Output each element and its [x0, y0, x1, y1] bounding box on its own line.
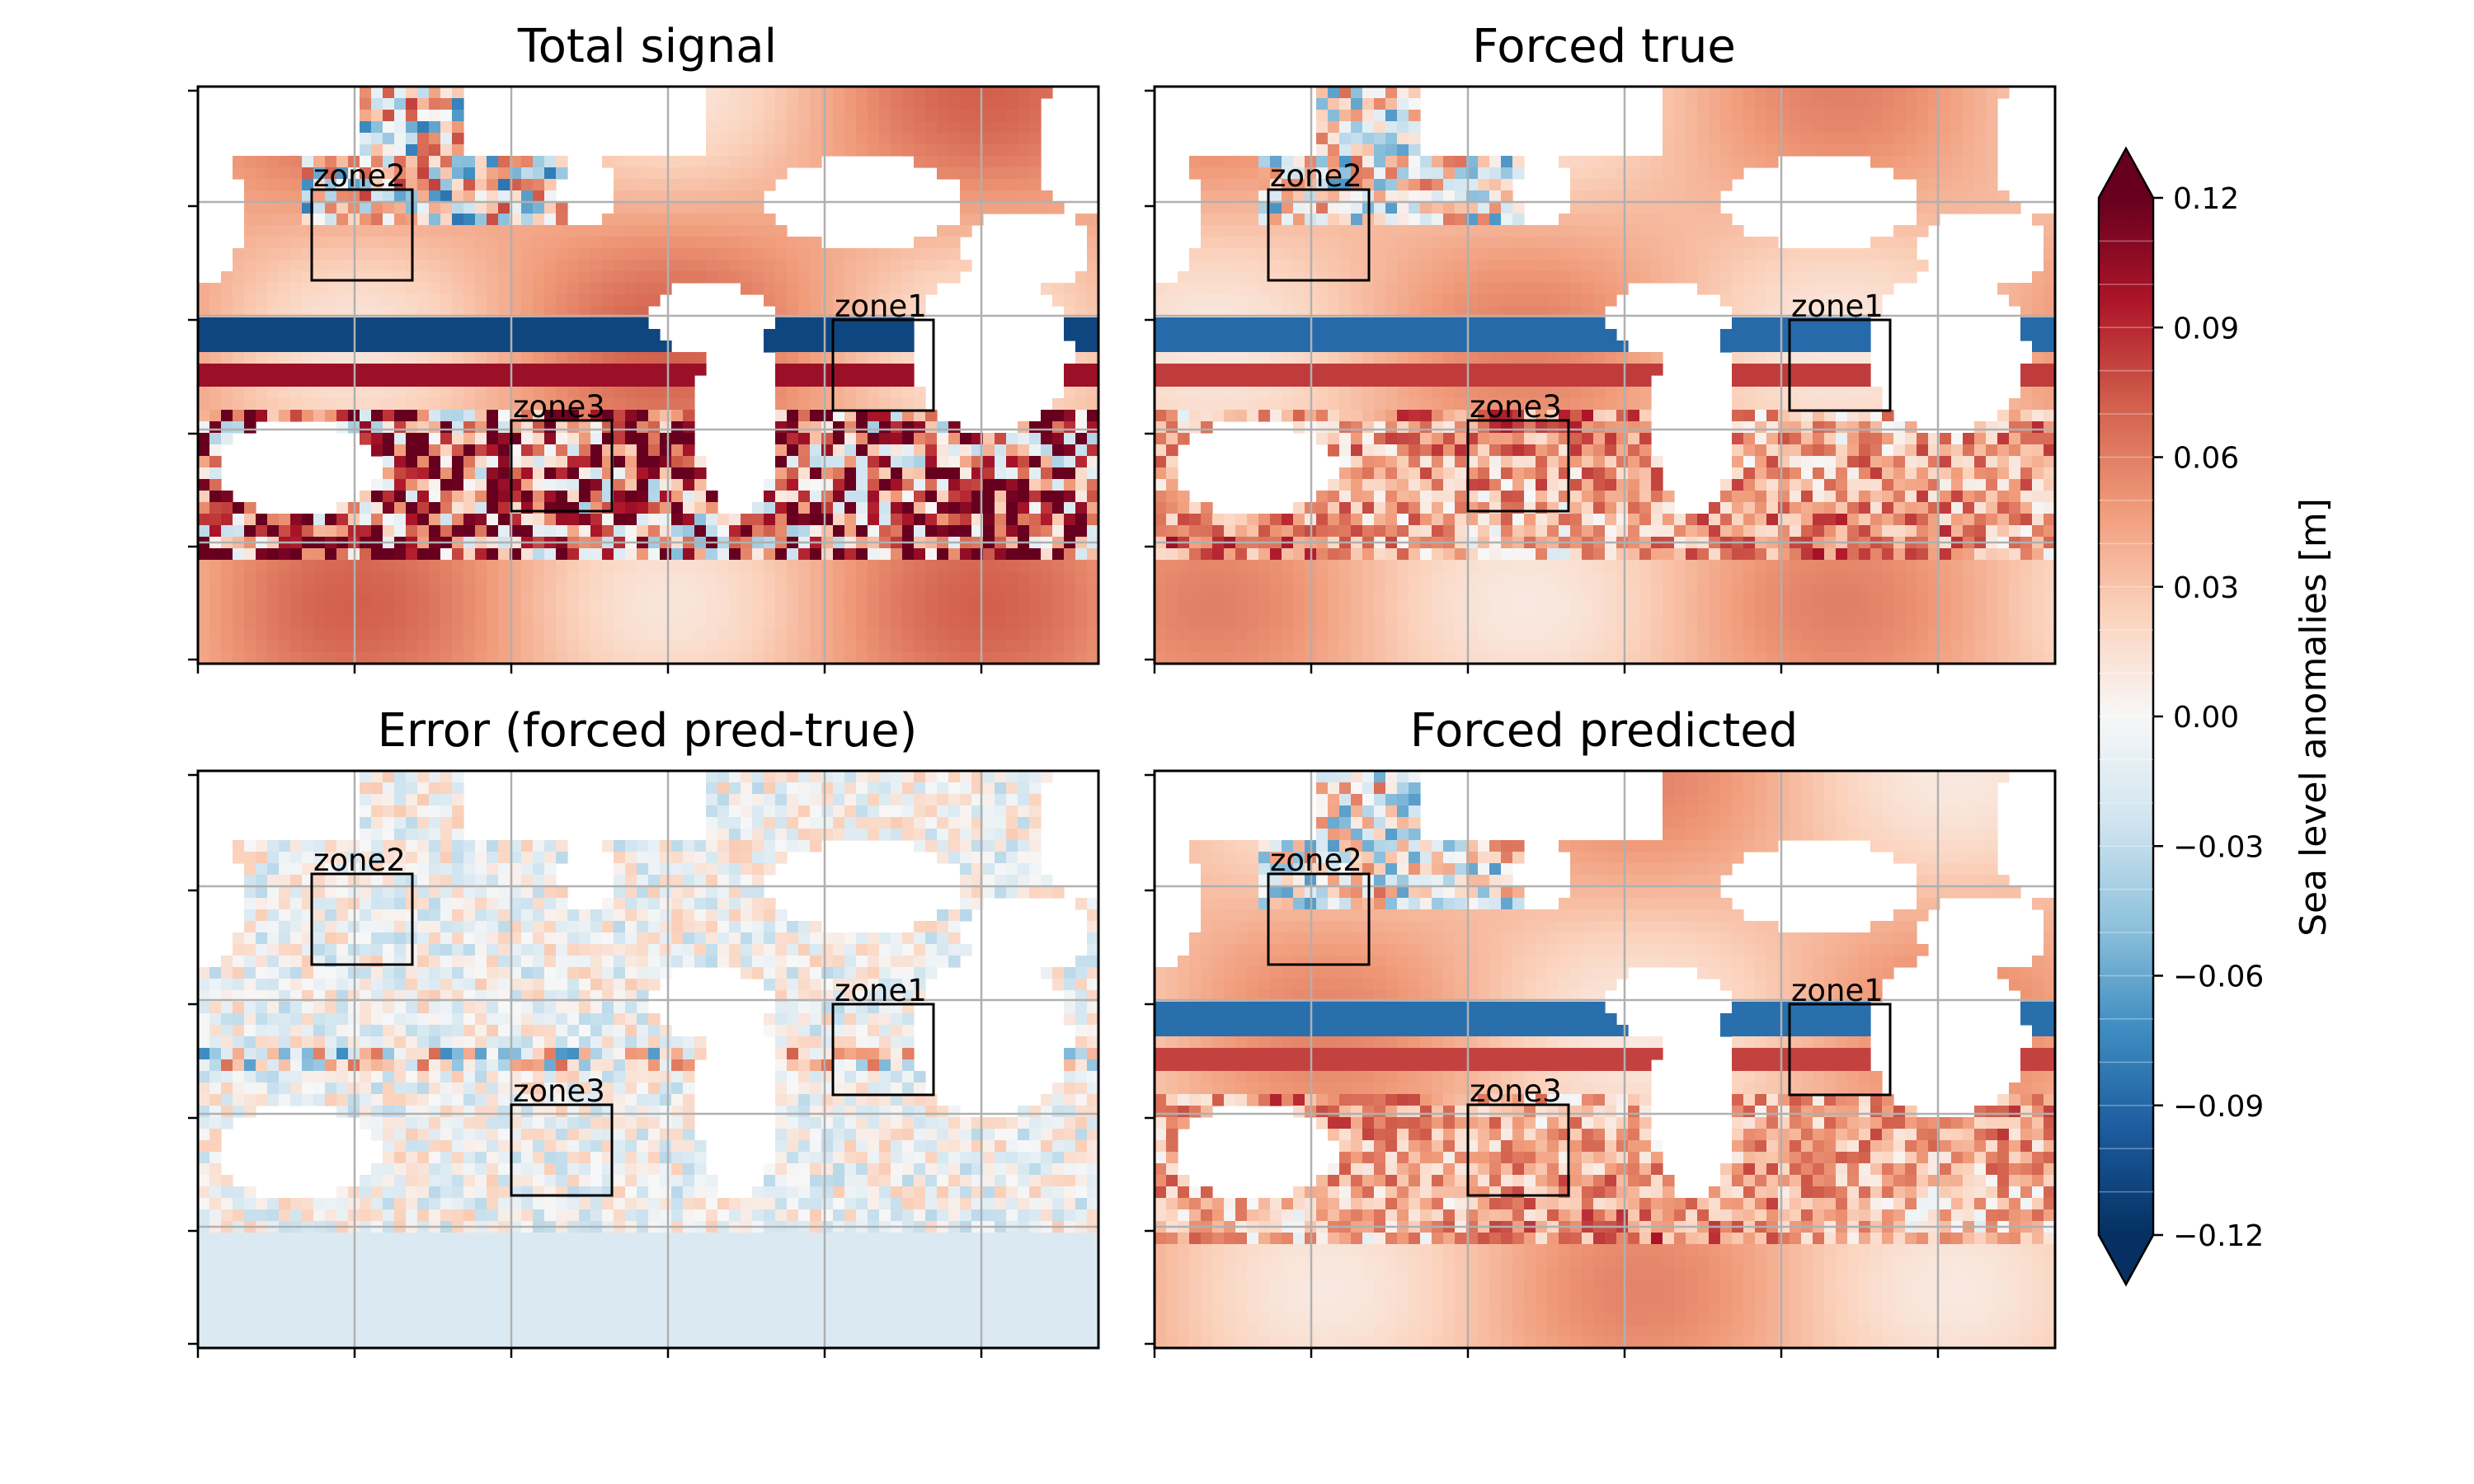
axes-frame [196, 85, 1100, 665]
gridlines [1155, 87, 2055, 664]
colorbar-gradient [2099, 198, 2153, 1235]
zone-box-zone2: zone2 [310, 843, 414, 966]
panel-title-forced-predicted: Forced predicted [1410, 704, 1799, 758]
axis-ticks [188, 89, 983, 674]
sea-level-field [1155, 771, 2056, 1349]
panel-title-error: Error (forced pred-true) [378, 704, 918, 758]
axis-ticks [188, 773, 983, 1358]
colorbar-extend-top [2099, 148, 2153, 198]
axes-frame [1153, 769, 2057, 1350]
axes-frame [196, 769, 1100, 1350]
zone-label: zone3 [1470, 389, 1562, 425]
zone-box-zone1: zone1 [831, 973, 935, 1097]
zone-box-zone3: zone3 [510, 389, 614, 513]
colorbar-tick-label: 0.06 [2173, 442, 2239, 476]
zone-box-zone1: zone1 [1788, 289, 1892, 412]
gridlines [1155, 771, 2055, 1348]
sea-level-field [198, 87, 1099, 665]
zone-box-zone3: zone3 [1466, 389, 1570, 513]
zone-box-zone2: zone2 [1267, 158, 1371, 282]
gridlines [198, 87, 1098, 664]
map-panel-error: zone1 zone2 zone3 [188, 769, 1100, 1358]
zone-label: zone1 [835, 973, 927, 1008]
colorbar-tick-label: 0.09 [2173, 312, 2239, 345]
map-panel-forced-predicted: zone1 zone2 zone3 [1145, 769, 2057, 1358]
colorbar-tick-label: −0.09 [2173, 1090, 2264, 1124]
zone-label: zone1 [1791, 973, 1884, 1008]
colorbar-level-lines [2099, 240, 2153, 1193]
zone-label: zone2 [313, 158, 406, 194]
colorbar-tick-label: −0.12 [2173, 1219, 2264, 1253]
zone-label: zone3 [513, 1073, 605, 1109]
zone-label: zone1 [1791, 289, 1884, 324]
axes-frame [1153, 85, 2057, 665]
colorbar-tick-label: 0.00 [2173, 701, 2239, 735]
zone-label: zone3 [1470, 1073, 1562, 1109]
colorbar-tick-label: 0.03 [2173, 571, 2239, 605]
sea-level-field [198, 771, 1099, 1349]
axis-ticks [1145, 89, 1940, 674]
colorbar-extend-bottom [2099, 1235, 2153, 1284]
colorbar-ticks: 0.12 0.09 0.06 0.03 0.00 −0.03 −0.06 −0.09 −0.12 [2153, 182, 2264, 1253]
zone-box-zone3: zone3 [1466, 1073, 1570, 1197]
zone-label: zone2 [1270, 843, 1362, 878]
axis-ticks [1145, 773, 1940, 1358]
zone-label: zone2 [1270, 158, 1362, 194]
zone-box-zone3: zone3 [510, 1073, 614, 1197]
colorbar: 0.12 0.09 0.06 0.03 0.00 −0.03 −0.06 −0.09 −0.12… [2097, 146, 2335, 1287]
map-panel-forced-true: zone1 zone2 zone3 [1145, 85, 2057, 674]
zone-label: zone2 [313, 843, 406, 878]
colorbar-tick-label: −0.03 [2173, 830, 2264, 864]
zone-label: zone3 [513, 389, 605, 425]
colorbar-tick-label: 0.12 [2173, 182, 2239, 216]
zone-box-zone1: zone1 [831, 289, 935, 412]
panel-title-total-signal: Total signal [517, 20, 777, 73]
map-panel-total-signal: zone1 zone2 zone3 [188, 85, 1100, 674]
colorbar-tick-label: −0.06 [2173, 960, 2264, 994]
zone-box-zone2: zone2 [1267, 843, 1371, 966]
panel-title-forced-true: Forced true [1472, 20, 1736, 73]
zone-box-zone2: zone2 [310, 158, 414, 282]
colorbar-label: Sea level anomalies [m] [2293, 498, 2335, 937]
gridlines [198, 771, 1098, 1348]
zone-box-zone1: zone1 [1788, 973, 1892, 1097]
zone-label: zone1 [835, 289, 927, 324]
